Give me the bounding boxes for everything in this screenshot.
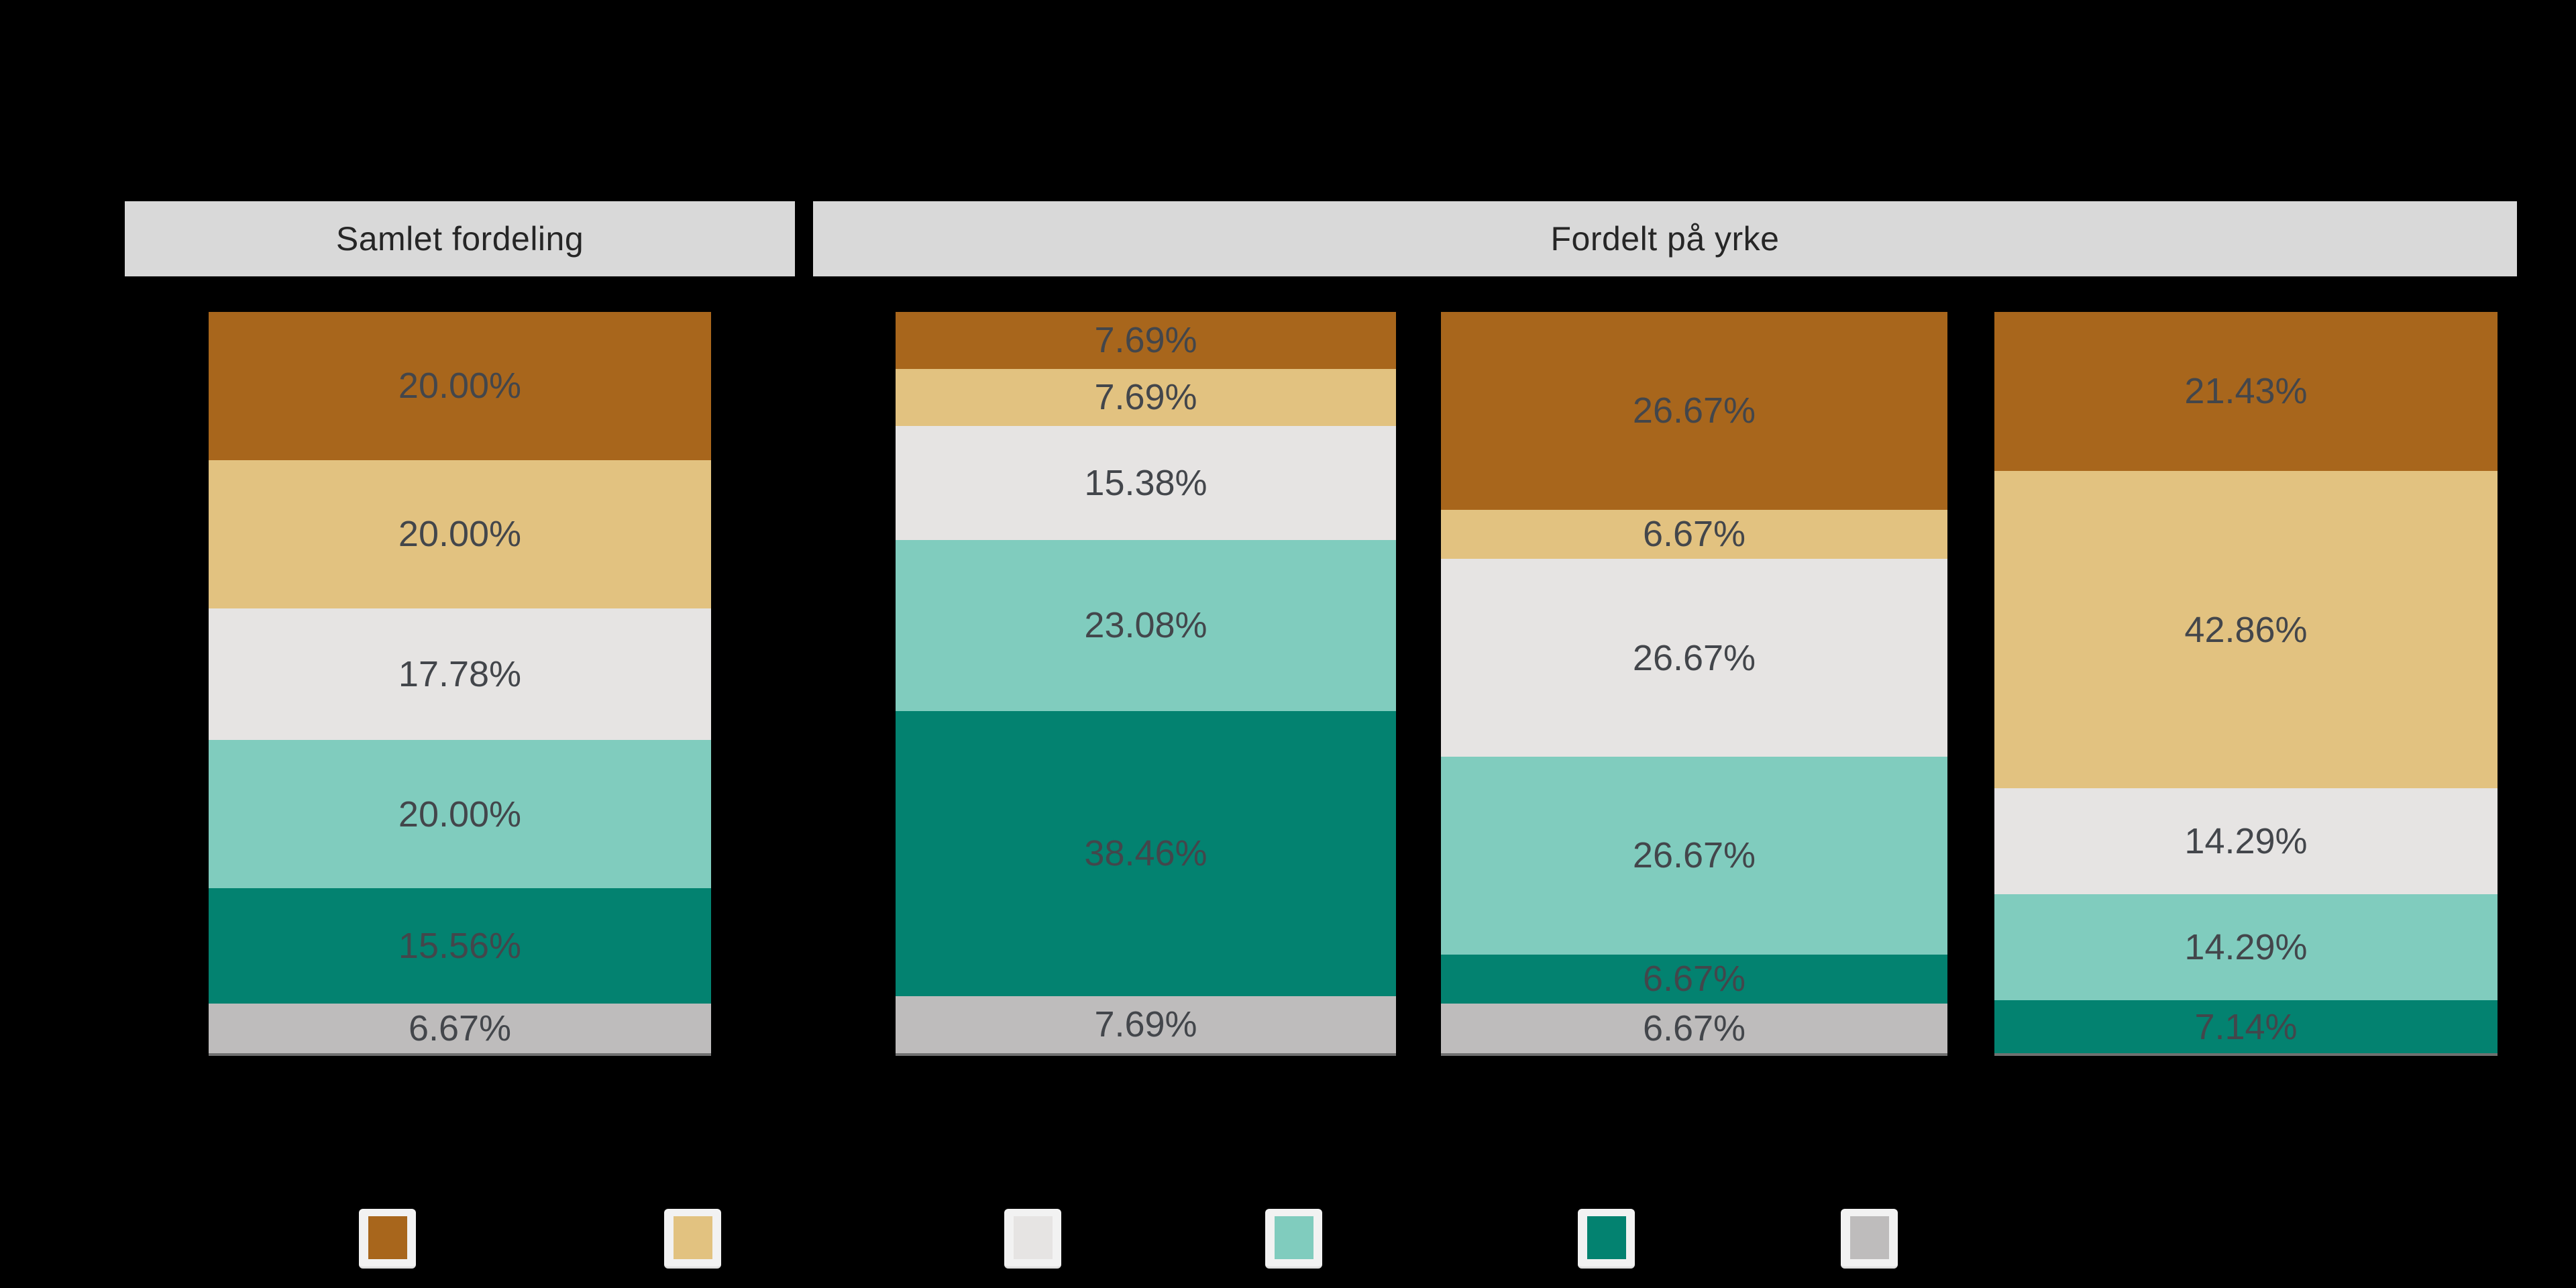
legend-key-light_gray	[1004, 1209, 1061, 1269]
legend-key-tan	[664, 1209, 721, 1269]
facet-title: Fordelt på yrke	[1550, 220, 1780, 258]
bar-segment-brown: 7.69%	[896, 312, 1396, 369]
bar-segment-gray: 7.69%	[896, 996, 1396, 1053]
stacked-bar-panel1-1: 26.67% 6.67% 26.67% 26.67% 6.67% 6.67%	[1441, 312, 1947, 1056]
segment-label: 6.67%	[1642, 514, 1746, 555]
segment-label: 38.46%	[1084, 833, 1208, 874]
bar-segment-dark_teal: 15.56%	[209, 888, 711, 1004]
bar-segment-dark_teal: 7.14%	[1994, 1000, 2498, 1053]
segment-label: 26.67%	[1632, 835, 1756, 876]
segment-label: 23.08%	[1084, 605, 1208, 646]
legend-key-brown	[359, 1209, 416, 1269]
bar-segment-tan: 42.86%	[1994, 470, 2498, 789]
stacked-bar-panel1-0: 7.69% 7.69% 15.38% 23.08% 38.46% 7.69%	[896, 312, 1396, 1056]
stacked-bar-panel0-0: 20.00% 20.00% 17.78% 20.00% 15.56% 6.67%	[209, 312, 711, 1056]
bar-segment-gray: 6.67%	[1441, 1004, 1947, 1053]
segment-label: 14.29%	[2184, 927, 2308, 968]
segment-label: 42.86%	[2184, 609, 2308, 650]
segment-label: 15.38%	[1084, 462, 1208, 503]
segment-label: 20.00%	[398, 366, 522, 407]
bar-segment-tan: 6.67%	[1441, 509, 1947, 559]
segment-label: 6.67%	[1642, 1008, 1746, 1049]
legend-swatch-gray	[1849, 1216, 1889, 1259]
segment-label: 7.14%	[2194, 1006, 2298, 1047]
bar-segment-light_gray: 14.29%	[1994, 788, 2498, 895]
bar-segment-tan: 20.00%	[209, 460, 711, 608]
facet-header-samlet-fordeling: Samlet fordeling	[125, 201, 795, 276]
legend-key-gray	[1841, 1209, 1898, 1269]
bar-segment-light_teal: 23.08%	[896, 539, 1396, 711]
segment-label: 15.56%	[398, 926, 522, 967]
segment-label: 20.00%	[398, 794, 522, 835]
segment-label: 26.67%	[1632, 637, 1756, 678]
segment-label: 6.67%	[408, 1008, 512, 1049]
segment-label: 17.78%	[398, 654, 522, 695]
stacked-bar-panel1-2: 21.43% 42.86% 14.29% 14.29% 7.14%	[1994, 312, 2498, 1056]
bar-segment-light_gray: 26.67%	[1441, 559, 1947, 757]
bar-segment-light_teal: 20.00%	[209, 740, 711, 889]
bar-segment-light_gray: 17.78%	[209, 608, 711, 741]
legend-swatch-brown	[368, 1216, 407, 1259]
bar-segment-brown: 26.67%	[1441, 312, 1947, 510]
facet-title: Samlet fordeling	[335, 220, 584, 258]
bar-segment-light_gray: 15.38%	[896, 425, 1396, 540]
bar-segment-light_teal: 14.29%	[1994, 894, 2498, 1001]
bar-segment-tan: 7.69%	[896, 368, 1396, 426]
bar-segment-gray: 6.67%	[209, 1004, 711, 1053]
segment-label: 6.67%	[1642, 959, 1746, 1000]
segment-label: 26.67%	[1632, 390, 1756, 431]
segment-label: 20.00%	[398, 514, 522, 555]
legend-key-dark_teal	[1578, 1209, 1635, 1269]
segment-label: 7.69%	[1094, 377, 1197, 418]
bar-segment-brown: 21.43%	[1994, 312, 2498, 471]
segment-label: 7.69%	[1094, 1004, 1197, 1045]
legend-swatch-light_teal	[1274, 1216, 1313, 1259]
segment-label: 7.69%	[1094, 320, 1197, 361]
legend-swatch-dark_teal	[1587, 1216, 1626, 1259]
bar-segment-dark_teal: 38.46%	[896, 710, 1396, 996]
legend-key-light_teal	[1265, 1209, 1322, 1269]
facet-header-fordelt-pa-yrke: Fordelt på yrke	[813, 201, 2517, 276]
bar-segment-brown: 20.00%	[209, 312, 711, 460]
legend-swatch-tan	[673, 1216, 712, 1259]
bar-segment-light_teal: 26.67%	[1441, 756, 1947, 955]
segment-label: 21.43%	[2184, 371, 2308, 412]
bar-segment-dark_teal: 6.67%	[1441, 954, 1947, 1004]
legend-swatch-light_gray	[1013, 1216, 1053, 1259]
segment-label: 14.29%	[2184, 821, 2308, 862]
